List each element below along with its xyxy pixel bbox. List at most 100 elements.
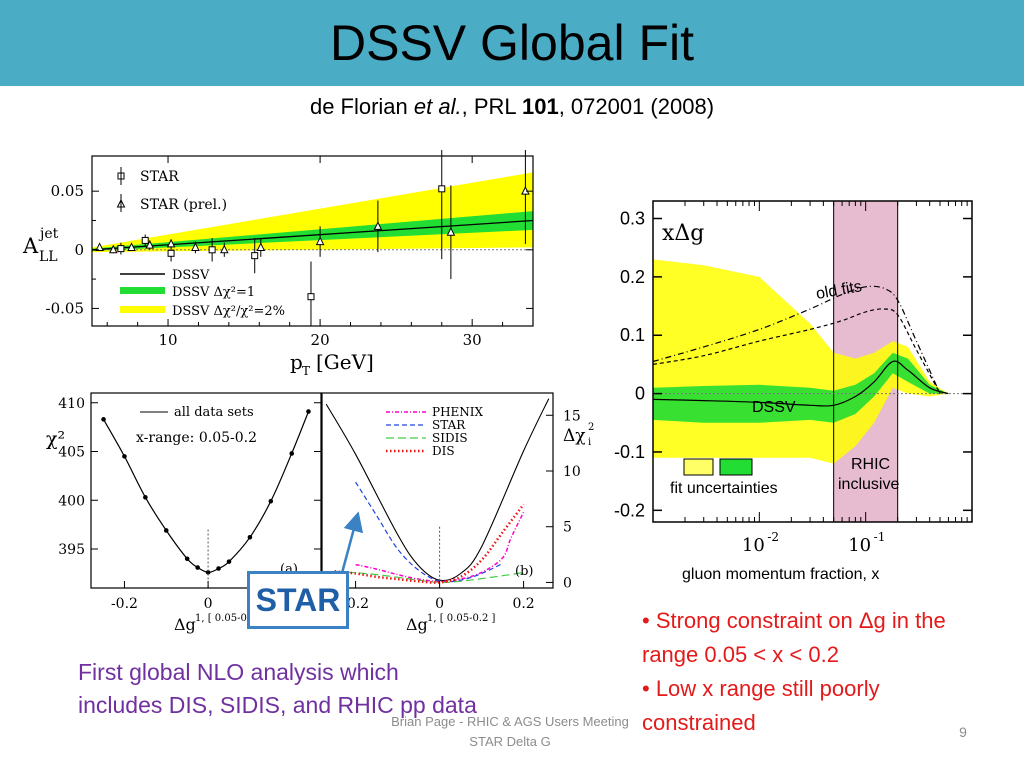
legend-dssv-label: DSSV: [172, 268, 210, 283]
x-axis-label: Δg: [406, 615, 428, 634]
y-tick-label: 0.3: [620, 209, 645, 229]
x-axis-label-sup: 1, [ 0.05-0.2 ]: [427, 613, 496, 624]
x-tick-label: 10: [742, 535, 765, 556]
old-fit-curve-dashed: [652, 308, 941, 394]
y-tick-label: -0.2: [614, 500, 645, 520]
y-tick-label: -0.05: [46, 299, 84, 317]
band-green-fit: [653, 352, 949, 423]
x-tick-label: 0: [204, 596, 213, 612]
reference-etal: et al.: [413, 94, 462, 119]
y-tick-label: 5: [563, 520, 572, 536]
page-number: 9: [959, 724, 967, 740]
star-point: [167, 249, 175, 257]
y-tick-label: 0.05: [51, 182, 84, 200]
band-green-fit: [92, 211, 533, 251]
x-tick-label: -0.2: [111, 596, 138, 612]
chi2-point: [163, 528, 169, 533]
star-prel-point: [521, 186, 530, 195]
dssv-label: DSSV: [752, 399, 796, 416]
star-prel-point: [219, 244, 229, 254]
legend-yellow-swatch: [683, 458, 714, 476]
star-prel-point: [256, 242, 266, 251]
x-tick-label: 0.2: [512, 596, 534, 612]
y-tick-label: 10: [563, 464, 581, 480]
x-axis-label: p: [290, 350, 303, 374]
footer: Brian Page - RHIC & AGS Users Meeting ST…: [360, 712, 660, 752]
chi2-point: [195, 565, 200, 570]
plot-frame: [90, 392, 322, 589]
legend-label-dis: DIS: [432, 444, 455, 458]
reference-authors: de Florian: [309, 94, 408, 119]
star-prel-point: [108, 244, 118, 254]
chi2-point: [122, 454, 127, 459]
footer-line2: STAR Delta G: [469, 734, 551, 749]
dssv-curve: [91, 219, 534, 251]
analysis-note: First global NLO analysis which includes…: [78, 656, 518, 722]
analysis-note-line1: First global NLO analysis which: [78, 659, 399, 685]
title-bar: [0, 0, 1024, 86]
y-tick-label: 0: [74, 241, 84, 259]
x-tick-label: 10: [158, 331, 177, 349]
chi2-point: [226, 559, 232, 564]
star-prel-point: [145, 239, 155, 249]
x-axis-label-unit: [GeV]: [316, 350, 374, 374]
rhic-label: RHIC: [851, 456, 890, 473]
star-point: [208, 246, 216, 254]
curve-star: [355, 481, 503, 583]
star-point: [251, 252, 259, 260]
x-tick-exponent: -2: [767, 530, 779, 544]
plot-frame: [321, 392, 554, 589]
plot-frame: [652, 200, 973, 523]
chi2-point: [216, 566, 221, 571]
delta-chi2-figure: 15 10 5 0 -0.2 0 0.2 Δχ 2 i Δg 1, [ 0.05-0.2 ] PHENI…: [320, 385, 610, 635]
y-tick-label: 15: [563, 408, 581, 424]
y-axis-label: Δχ: [563, 426, 586, 446]
star-point: [141, 236, 149, 244]
star-point: [117, 245, 125, 253]
star-prel-point: [315, 236, 325, 246]
inclusive-label: inclusive: [838, 476, 899, 493]
legend-label-sidis: SIDIS: [432, 431, 468, 445]
y-axis-label-sup: 2: [588, 422, 594, 433]
y-axis-label: A: [22, 234, 39, 258]
chi2-point: [247, 535, 253, 540]
x-axis-label: Δg: [174, 615, 196, 634]
legend-green-label: DSSV Δχ²=1: [172, 285, 255, 300]
xdg-figure: 0.3 0.2 0.1 0 -0.1 -0.2 10 -2 10 -1 xΔg old fits DSS…: [600, 192, 1000, 590]
y-axis-label-sup: jet: [38, 226, 59, 242]
star-prel-point: [166, 238, 176, 248]
star-callout-box: STAR: [247, 571, 349, 629]
x-axis-label: gluon momentum fraction, x: [682, 566, 879, 583]
y-tick-label: 395: [58, 542, 85, 558]
legend-label-star: STAR: [432, 418, 466, 432]
star-prel-point: [446, 227, 456, 236]
bullet-constraint: • Strong constraint on Δg in the range 0…: [642, 608, 946, 667]
all-jet-plot: 0.05 0 -0.05 10 20 30 A jet LL p T [GeV] STAR STAR (p…: [22, 150, 534, 378]
reference-volume: 101: [521, 94, 559, 119]
legend-prel-label: STAR (prel.): [140, 197, 227, 213]
y-tick-label: 0: [563, 575, 572, 591]
chi2-point: [268, 498, 274, 504]
curve-sidis: [334, 570, 524, 584]
star-prel-point: [191, 242, 200, 251]
y-tick-label: 405: [58, 445, 85, 461]
y-tick-label: 0.2: [620, 267, 645, 287]
reference-journal: , PRL: [461, 94, 516, 119]
y-tick-label: -0.1: [614, 442, 645, 462]
legend-label: all data sets: [174, 405, 254, 420]
analysis-note-line2: includes DIS, SIDIS, and RHIC pp data: [78, 692, 477, 718]
star-point: [438, 185, 446, 193]
chi2-point: [306, 409, 311, 414]
chi2-point: [205, 570, 211, 575]
legend-green-swatch: [719, 458, 753, 476]
y-axis-label-sub: i: [588, 437, 591, 448]
x-axis-label-sup: 1, [ 0.05-0.2 ]: [195, 613, 264, 624]
star-prel-point: [127, 242, 136, 251]
x-tick-label: 10: [848, 535, 871, 556]
chi2-point: [143, 495, 148, 500]
bullet-low-x: • Low x range still poorly constrained: [642, 676, 880, 735]
legend-yellow-swatch: [120, 306, 165, 313]
y-tick-label: 410: [58, 396, 85, 412]
